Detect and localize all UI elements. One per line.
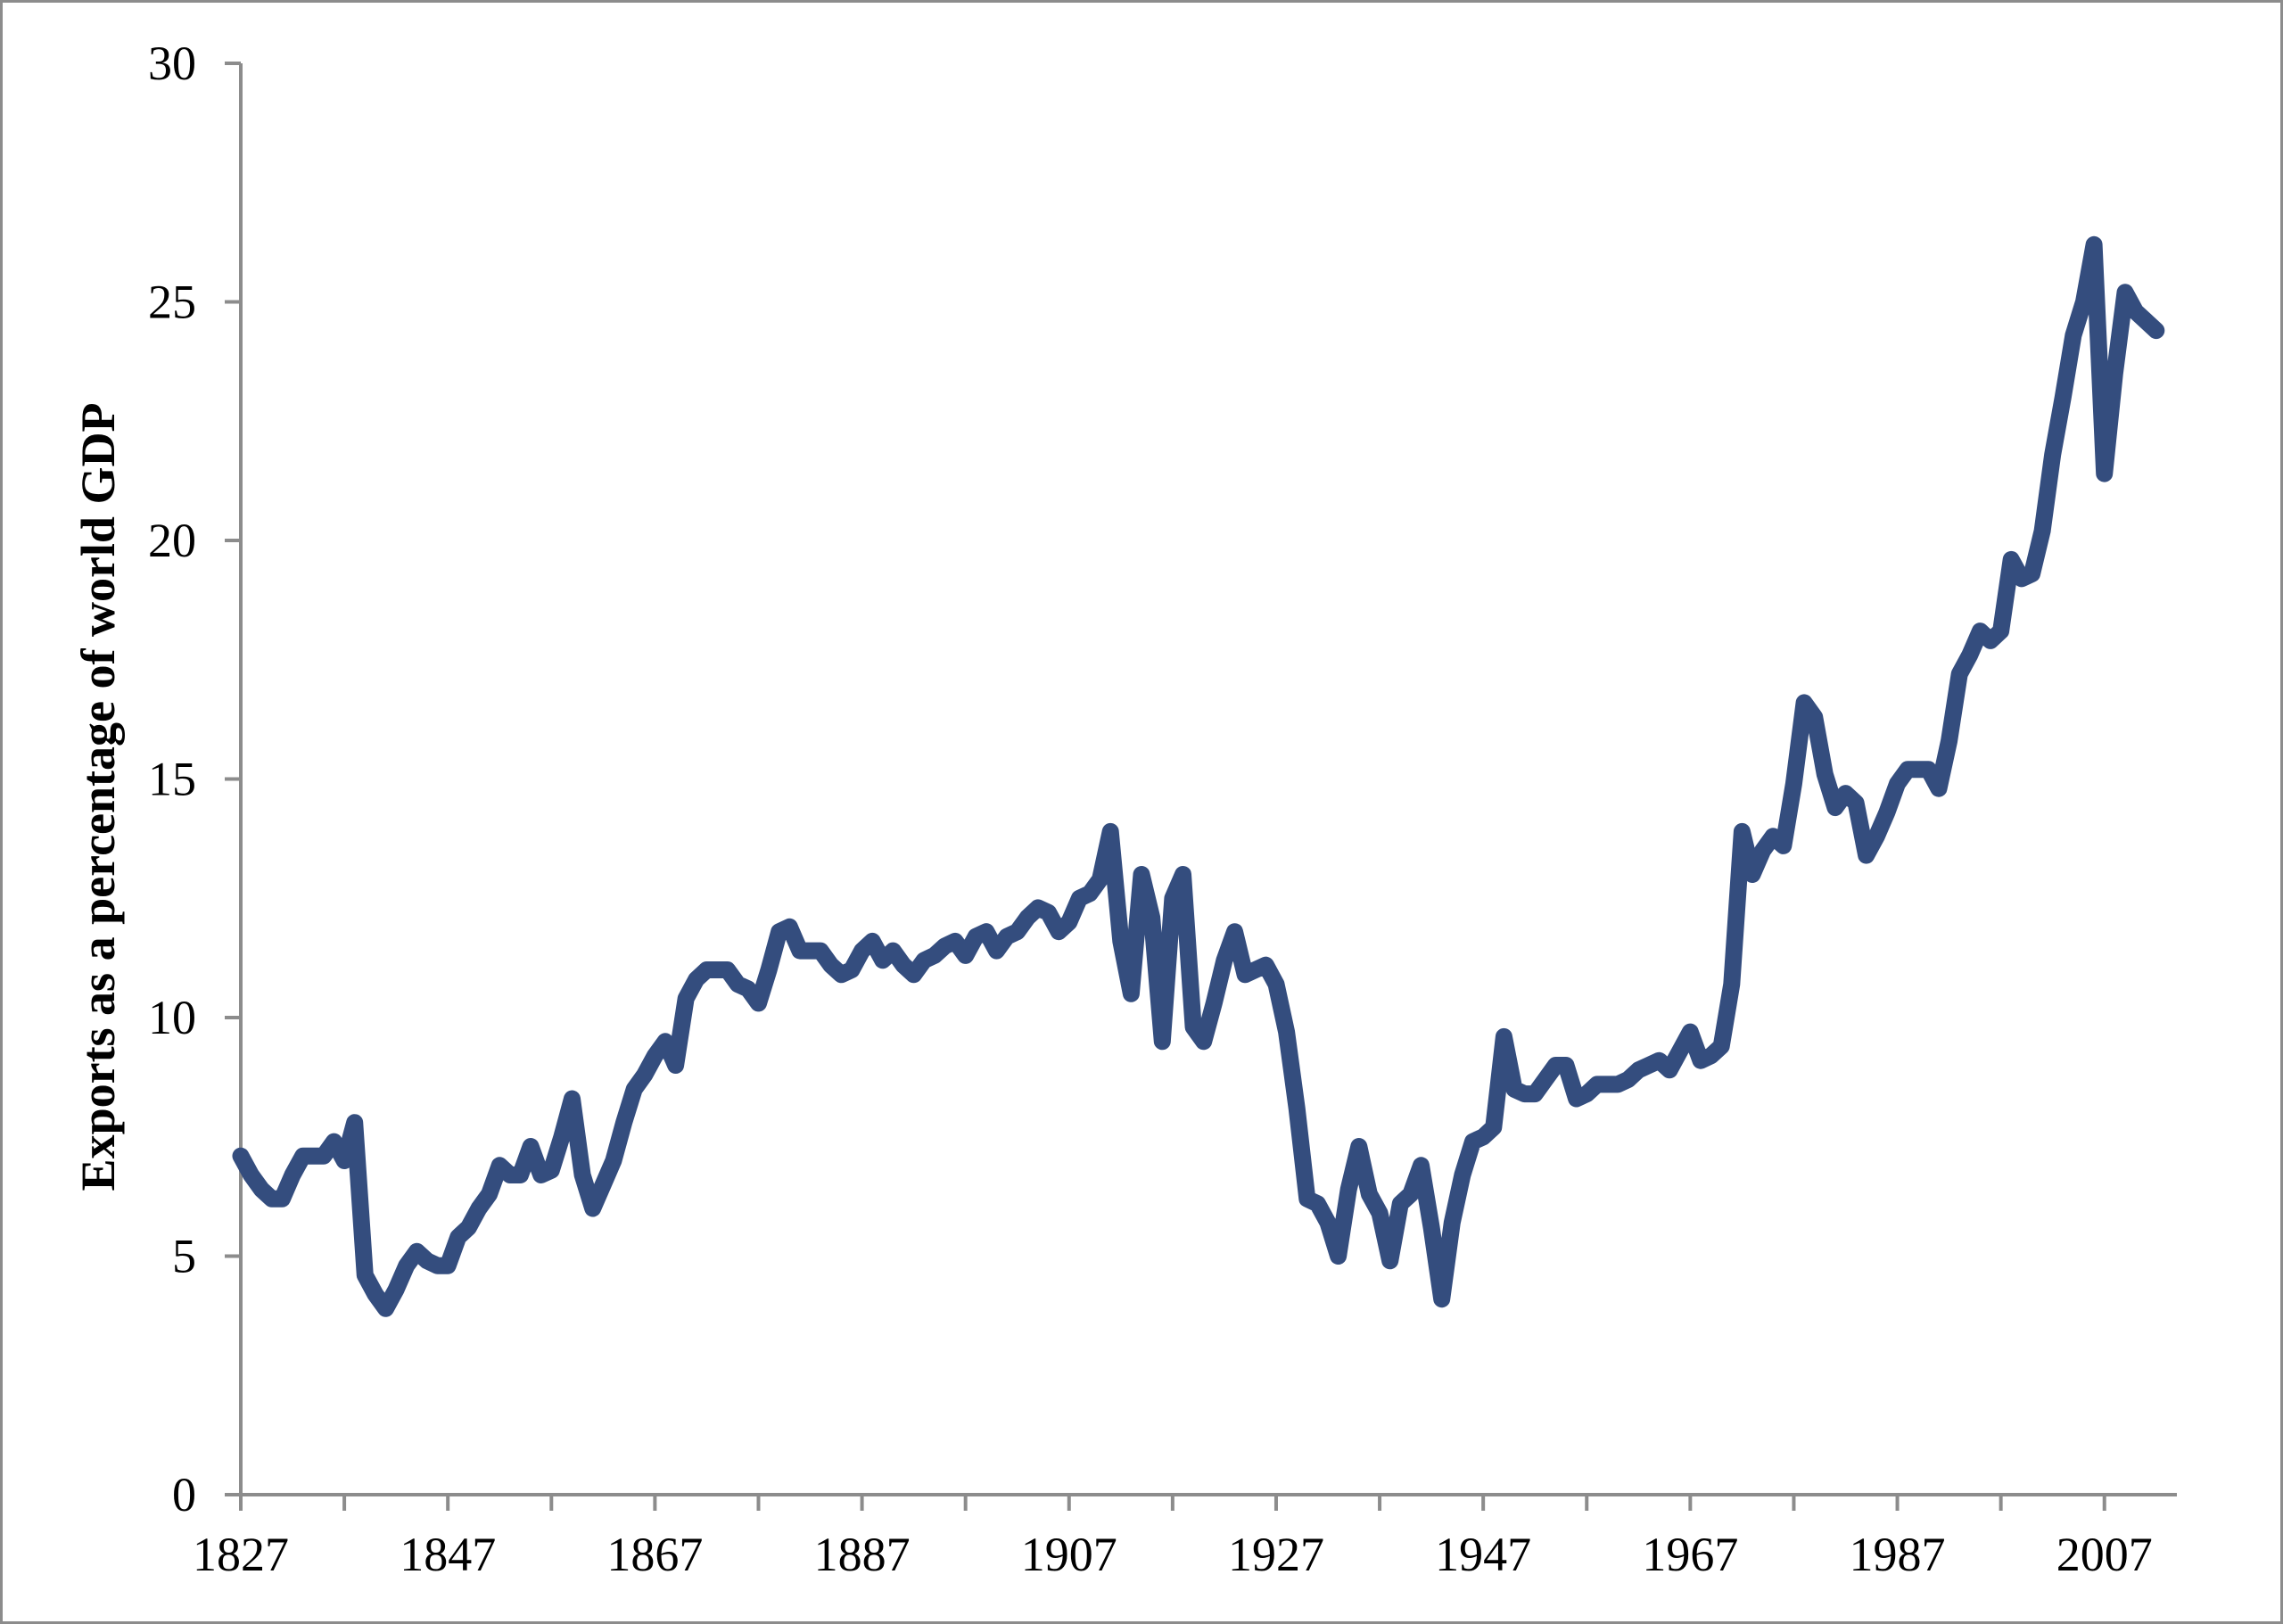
x-tick-label: 1847 <box>400 1528 496 1581</box>
series-line <box>232 235 2165 1317</box>
x-tick-label: 1887 <box>814 1528 911 1581</box>
y-tick-label: 5 <box>172 1230 196 1283</box>
y-tick-label: 15 <box>148 753 196 806</box>
x-tick-label: 1967 <box>1642 1528 1738 1581</box>
y-tick-label: 20 <box>148 514 196 567</box>
x-tick-label: 1927 <box>1228 1528 1324 1581</box>
y-axis-ticks: 0 5 10 15 20 25 30 <box>148 37 241 1521</box>
y-tick-label: 10 <box>148 991 196 1044</box>
y-tick-label: 30 <box>148 37 196 90</box>
y-tick-label: 25 <box>148 276 196 329</box>
x-tick-label: 1907 <box>1021 1528 1117 1581</box>
x-tick-label: 1987 <box>1850 1528 1946 1581</box>
line-chart: 0 5 10 15 20 25 30 1827 1847 1867 1887 1907 1927 194… <box>71 37 2177 1581</box>
x-tick-label: 1827 <box>193 1528 289 1581</box>
x-tick-label: 1867 <box>606 1528 703 1581</box>
x-tick-label: 1947 <box>1435 1528 1531 1581</box>
x-tick-label: 2007 <box>2056 1528 2153 1581</box>
y-tick-label: 0 <box>172 1468 196 1521</box>
x-axis-ticks: 1827 1847 1867 1887 1907 1927 1947 1967 1987 2007 <box>193 1495 2153 1581</box>
y-axis-title: Exports as a percentage of world GDP <box>71 403 125 1191</box>
